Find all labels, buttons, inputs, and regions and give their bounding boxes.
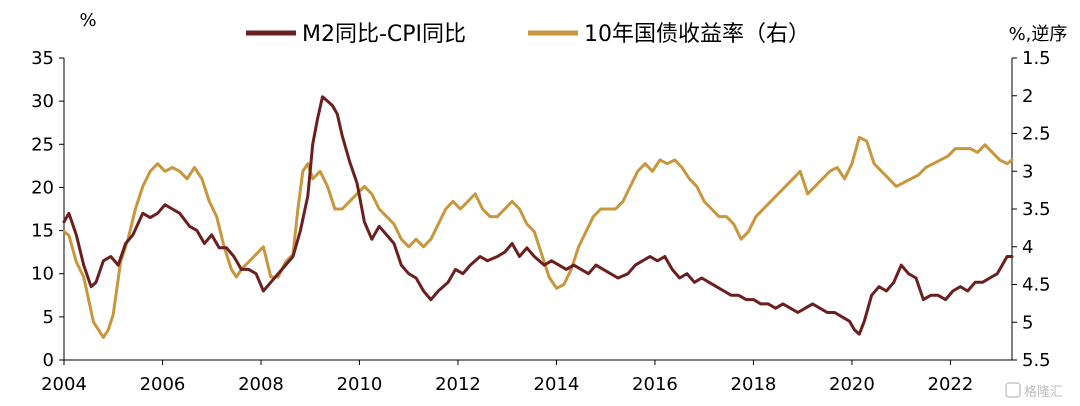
left-tick-label: 15: [31, 221, 54, 242]
left-tick-label: 20: [31, 177, 54, 198]
right-tick-label: 1.5: [1022, 48, 1051, 69]
x-axis-ticks: 2004 2006 2008 2010 2012 2014 2016 2018 2020 2022: [41, 360, 973, 395]
right-tick-label: 4.5: [1022, 275, 1051, 296]
x-tick-label: 2016: [632, 374, 678, 395]
left-tick-label: 0: [43, 350, 54, 371]
right-tick-label: 5.5: [1022, 350, 1051, 371]
x-tick-label: 2008: [238, 374, 284, 395]
x-tick-label: 2022: [928, 374, 974, 395]
left-axis-unit: %: [79, 10, 96, 31]
right-tick-label: 2: [1022, 86, 1033, 107]
legend: M2同比-CPI同比 10年国债收益率（右）: [246, 22, 810, 47]
right-tick-label: 3.5: [1022, 199, 1051, 220]
series-line-bond-yield: [62, 135, 1014, 339]
right-tick-label: 3: [1022, 161, 1033, 182]
x-tick-label: 2012: [435, 374, 481, 395]
series-layer: [62, 95, 1014, 339]
watermark: 格隆汇: [1005, 382, 1063, 400]
legend-label-m2-cpi: M2同比-CPI同比: [302, 22, 466, 47]
right-tick-label: 4: [1022, 237, 1033, 258]
right-axis-ticks: 1.5 2 2.5 3 3.5 4 4.5 5 5.5: [1012, 48, 1051, 371]
x-tick-label: 2014: [534, 374, 580, 395]
x-tick-label: 2004: [41, 374, 87, 395]
series-line-m2-cpi: [62, 95, 1014, 336]
x-tick-label: 2020: [829, 374, 875, 395]
x-tick-label: 2018: [731, 374, 777, 395]
watermark-text: 格隆汇: [1024, 384, 1063, 400]
watermark-logo-icon: [1005, 382, 1021, 398]
left-tick-label: 10: [31, 264, 54, 285]
x-tick-label: 2010: [337, 374, 383, 395]
x-tick-label: 2006: [140, 374, 186, 395]
right-tick-label: 2.5: [1022, 124, 1051, 145]
left-tick-label: 25: [31, 134, 54, 155]
left-tick-label: 30: [31, 91, 54, 112]
right-tick-label: 5: [1022, 312, 1033, 333]
left-tick-label: 5: [43, 307, 54, 328]
left-axis-ticks: 35 30 25 20 15 10 5 0: [31, 48, 64, 371]
legend-label-bond-yield: 10年国债收益率（右）: [584, 22, 810, 47]
right-axis-unit: %,逆序: [1009, 24, 1068, 45]
left-tick-label: 35: [31, 48, 54, 69]
